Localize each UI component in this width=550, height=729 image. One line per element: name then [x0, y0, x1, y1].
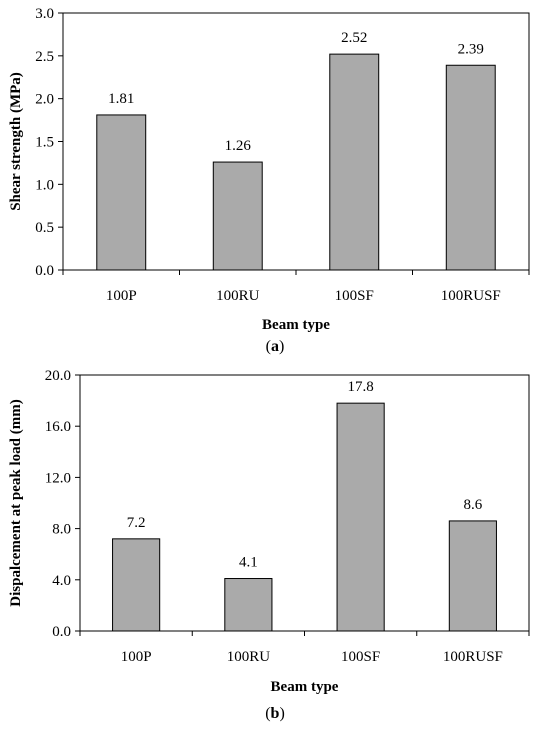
chart-b: 0.0 4.0 8.0 12.0 16.0 20.0 7.2 100P 4.1 100RU 17.8…	[0, 365, 550, 729]
chart-b-x-category-label: 100P	[121, 649, 152, 665]
chart-b-bar	[224, 578, 273, 632]
chart-b-x-category-label: 100RU	[227, 649, 271, 665]
chart-b-x-category-label: 100RUSF	[443, 649, 503, 665]
chart-b-y-tick-label: 20.0	[45, 368, 71, 384]
chart-a-bar	[212, 161, 263, 271]
chart-a-bar	[445, 64, 496, 271]
chart-a-caption-letter: a	[271, 338, 279, 355]
chart-b-y-tick-label: 12.0	[45, 470, 71, 486]
chart-a-y-tick-label: 2.0	[35, 92, 54, 108]
chart-a-bar	[96, 114, 147, 271]
chart-b-data-label: 4.1	[239, 555, 258, 571]
chart-b-bar	[112, 538, 161, 632]
chart-a-x-category-label: 100RUSF	[441, 288, 501, 304]
chart-b-bar	[336, 402, 385, 632]
chart-b-caption-letter: b	[270, 705, 280, 722]
chart-a-data-label: 1.26	[225, 138, 252, 154]
chart-a-data-label: 1.81	[108, 91, 134, 107]
chart-a-caption: (a)	[0, 338, 550, 356]
chart-b-y-tick-label: 0.0	[52, 624, 71, 640]
chart-a-x-axis-title: Beam type	[262, 317, 330, 333]
chart-a: 0.0 0.5 1.0 1.5 2.0 2.5 3.0 1.81 100P 1.26 100RU 2.…	[0, 6, 550, 356]
chart-b-x-axis-title: Beam type	[271, 679, 339, 695]
chart-a-y-tick-label: 0.0	[35, 263, 54, 279]
chart-b-y-tick-label: 8.0	[52, 522, 71, 538]
chart-a-y-tick-label: 3.0	[35, 6, 54, 22]
chart-b-svg: 0.0 4.0 8.0 12.0 16.0 20.0 7.2 100P 4.1 100RU 17.8…	[8, 368, 530, 695]
chart-b-caption: (b)	[0, 705, 550, 723]
chart-b-caption-open: (	[265, 705, 271, 722]
chart-a-y-tick-label: 2.5	[35, 49, 54, 65]
chart-a-data-label: 2.39	[458, 41, 484, 57]
chart-a-x-category-label: 100P	[106, 288, 137, 304]
chart-b-data-label: 8.6	[464, 497, 483, 513]
chart-a-y-tick-label: 0.5	[35, 220, 54, 236]
chart-b-y-tick-label: 16.0	[45, 419, 71, 435]
chart-a-y-axis-title: Shear strength (MPa)	[8, 72, 24, 211]
chart-b-y-tick-label: 4.0	[52, 573, 71, 589]
chart-a-caption-close: )	[279, 338, 285, 355]
chart-b-y-axis-title: Dispalcement at peak load (mm)	[8, 399, 24, 606]
chart-a-y-tick-label: 1.0	[35, 177, 54, 193]
chart-a-y-tick-label: 1.5	[35, 135, 54, 151]
chart-b-data-label: 7.2	[127, 515, 146, 531]
chart-a-x-category-label: 100RU	[216, 288, 260, 304]
chart-a-bar	[329, 53, 380, 271]
chart-a-data-label: 2.52	[341, 30, 367, 46]
chart-b-x-category-label: 100SF	[341, 649, 380, 665]
chart-b-data-label: 17.8	[348, 379, 374, 395]
chart-b-bar	[448, 520, 497, 632]
chart-a-x-category-label: 100SF	[335, 288, 374, 304]
chart-a-svg: 0.0 0.5 1.0 1.5 2.0 2.5 3.0 1.81 100P 1.26 100RU 2.…	[8, 6, 530, 333]
chart-a-caption-open: (	[265, 338, 271, 355]
chart-b-caption-close: )	[279, 705, 285, 722]
